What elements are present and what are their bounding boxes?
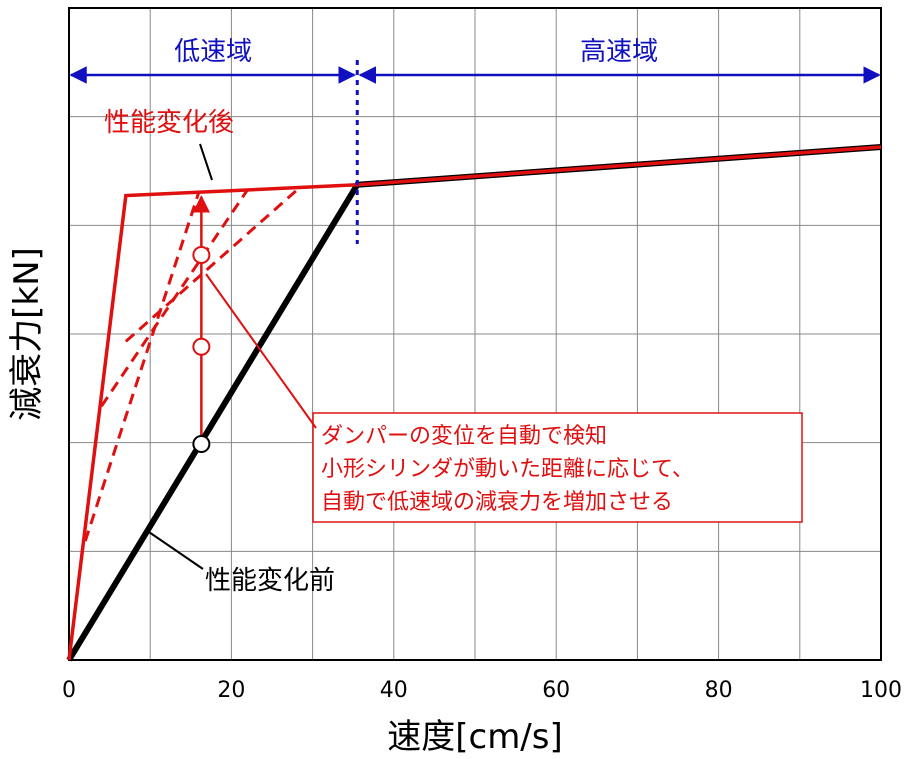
data-marker [192,246,211,264]
x-tick-label: 0 [62,678,76,703]
x-tick-label: 100 [860,678,902,703]
data-marker [192,337,211,356]
x-axis-label: 速度[cm/s] [387,717,563,757]
series-line-1 [67,145,882,661]
description-line-2: 小形シリンダが動いた距離に応じて、 [321,457,694,482]
series-line-3 [100,188,249,408]
before-change-label: 性能変化前 [205,566,335,596]
x-tick-label: 20 [217,678,245,703]
description-line-3: 自動で低速域の減衰力を増加させる [321,490,673,515]
y-axis-label: 減衰力[kN] [7,247,47,421]
markers-group [192,246,211,453]
data-marker [192,435,211,453]
x-tick-label: 40 [380,678,408,703]
region-annotations: 低速域 高速域 [69,37,881,244]
high-speed-label: 高速域 [580,37,658,67]
after-change-leader [199,143,213,181]
plot-frame [68,7,882,661]
description-line-1: ダンパーの変位を自動で検知 [321,424,607,449]
grid-lines [69,8,881,660]
description-leader [205,273,317,429]
x-tick-label: 60 [542,678,570,703]
description-box [312,412,803,523]
x-tick-labels: 0 20 40 60 80 100 [62,678,902,703]
x-tick-label: 80 [705,678,733,703]
low-speed-label: 低速域 [174,37,252,67]
series-line-2 [83,191,201,542]
before-change-leader [145,529,204,570]
series-line-4 [124,185,302,343]
after-change-label: 性能変化後 [104,108,234,138]
